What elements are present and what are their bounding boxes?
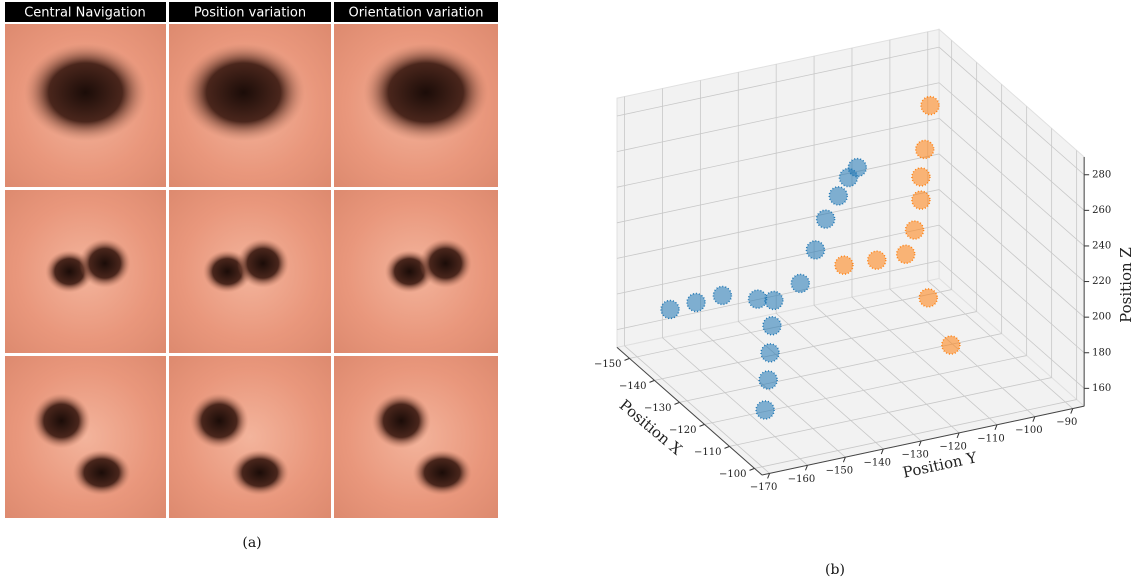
tick-mark (650, 380, 655, 382)
y-tick-label: −110 (977, 433, 1004, 444)
y-tick-label: −150 (826, 466, 853, 477)
tick-mark (750, 468, 755, 470)
z-tick-label: 240 (1092, 240, 1111, 251)
data-point (756, 401, 774, 419)
tick-mark (725, 446, 730, 448)
y-tick-label: −160 (788, 474, 815, 485)
data-point (868, 251, 886, 269)
x-tick-label: −150 (594, 359, 621, 370)
figure: Central Navigation Position variation Or… (0, 0, 1139, 581)
lumen (413, 450, 472, 495)
z-tick-label: 200 (1092, 312, 1111, 323)
plot-3d: −150−140−130−120−110−100−170−160−150−140… (594, 29, 1135, 493)
tick-mark (675, 402, 680, 404)
tick-mark (625, 358, 630, 360)
y-tick-label: −170 (750, 482, 777, 493)
lumen (419, 239, 471, 288)
data-point (763, 317, 781, 335)
data-point (713, 286, 731, 304)
data-point (835, 256, 853, 274)
data-point (806, 241, 824, 259)
lumen (372, 393, 431, 448)
lumen (24, 44, 146, 142)
data-point (912, 191, 930, 209)
y-tick-label: −140 (864, 458, 891, 469)
column-header: Orientation variation (348, 6, 483, 21)
column-header: Position variation (194, 6, 306, 21)
panel-a: Central Navigation Position variation Or… (5, 2, 498, 551)
data-point (759, 371, 777, 389)
data-point (791, 274, 809, 292)
data-point (897, 245, 915, 263)
endoscopy-image (5, 356, 166, 518)
data-point (765, 291, 783, 309)
y-tick-label: −90 (1056, 417, 1077, 428)
data-point (848, 159, 866, 177)
data-point (916, 140, 934, 158)
z-tick-label: 180 (1092, 347, 1111, 358)
data-point (921, 97, 939, 115)
z-tick-label: 260 (1092, 205, 1111, 216)
lumen (73, 450, 131, 495)
z-tick-label: 280 (1092, 169, 1111, 180)
column-header: Central Navigation (24, 6, 146, 21)
data-point (906, 221, 924, 239)
data-point (912, 168, 930, 186)
lumen (237, 239, 289, 288)
data-point (829, 187, 847, 205)
caption: (b) (825, 562, 845, 578)
image-grid (5, 24, 498, 518)
data-point (817, 210, 835, 228)
data-point (761, 344, 779, 362)
z-axis-label: Position Z (1117, 247, 1135, 323)
data-point (687, 293, 705, 311)
lumen (79, 239, 131, 288)
lumen (182, 44, 305, 142)
x-tick-label: −140 (619, 381, 646, 392)
z-tick-label: 220 (1092, 276, 1111, 287)
z-tick-label: 160 (1092, 383, 1111, 394)
lumen (190, 393, 248, 448)
x-tick-label: −110 (694, 447, 721, 458)
caption: (a) (242, 535, 261, 551)
data-point (919, 289, 937, 307)
y-tick-label: −100 (1015, 425, 1042, 436)
data-point (942, 336, 960, 354)
data-point (661, 300, 679, 318)
tick-mark (700, 424, 705, 426)
lumen (364, 44, 489, 142)
data-point (749, 290, 767, 308)
x-tick-label: −100 (719, 469, 746, 480)
page: Central Navigation Position variation Or… (0, 0, 1139, 581)
lumen (32, 393, 90, 448)
lumen (231, 450, 289, 495)
